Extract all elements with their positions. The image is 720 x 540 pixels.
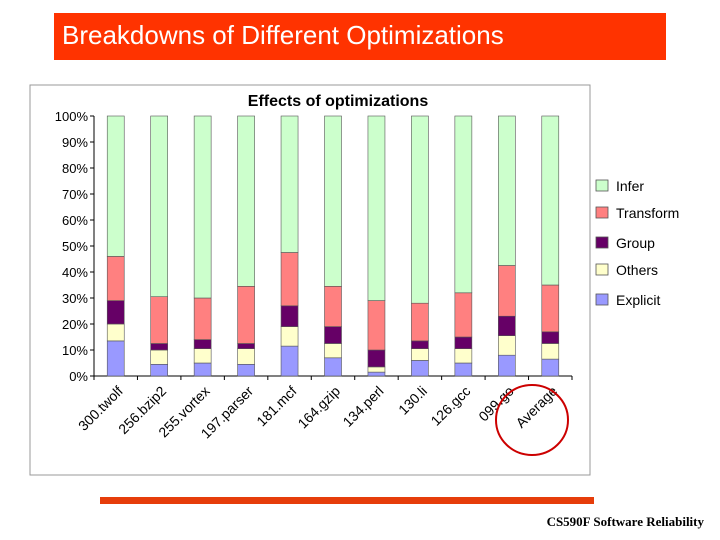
bar-segment-others (324, 343, 342, 359)
x-category-label: 130.li (395, 383, 430, 418)
bar-segment-explicit (454, 362, 473, 377)
bar-segment-infer (106, 115, 125, 257)
bar-segment-explicit (280, 345, 299, 377)
bar-segment-group (454, 336, 473, 349)
x-category-label: Average (512, 383, 560, 431)
bar-segment-explicit (498, 354, 516, 377)
footer-divider (100, 497, 594, 504)
bar-segment-group (280, 305, 299, 327)
bar-segment-infer (280, 115, 299, 253)
highlight-circle (495, 384, 569, 456)
bar-segment-transform (237, 285, 255, 344)
bar-segment-transform (324, 285, 342, 327)
bar-segment-transform (541, 284, 560, 333)
bar-segment-others (150, 349, 168, 365)
bar-segment-infer (237, 115, 255, 287)
bar-segment-others (454, 348, 473, 364)
bar-segment-infer (454, 115, 473, 294)
y-tick-label: 20% (62, 317, 88, 332)
bar-segment-explicit (237, 363, 255, 377)
legend-swatch-others (595, 263, 609, 276)
legend-swatch-group (595, 236, 609, 249)
x-category-label: 164.gzip (294, 383, 343, 432)
legend: Infer Transform Group Others Explicit (595, 178, 679, 308)
bar-segment-transform (411, 302, 429, 342)
bar-segment-transform (106, 256, 125, 301)
y-tick-label: 10% (62, 343, 88, 358)
bar-segment-group (324, 326, 342, 344)
y-tick-label: 100% (55, 109, 89, 124)
bar-segment-others (193, 348, 212, 364)
x-axis-labels: 300.twolf256.bzip2255.vortex197.parser18… (75, 383, 561, 442)
bar-segment-others (280, 326, 299, 347)
legend-label-others: Others (616, 262, 658, 278)
bar-segment-transform (367, 300, 386, 351)
bar-segment-transform (454, 292, 473, 338)
bar-segment-others (541, 343, 560, 360)
bar-segment-group (541, 331, 560, 344)
y-axis: 0% 10% 20% 30% 40% 50% 60% 70% 80% 90% 100% (55, 109, 573, 384)
slide-title: Breakdowns of Different Optimizations (62, 20, 504, 50)
bar-segment-group (150, 343, 168, 351)
bar-segment-explicit (367, 371, 386, 377)
bar-segment-infer (324, 115, 342, 287)
bar-segment-transform (280, 252, 299, 307)
legend-label-transform: Transform (616, 205, 679, 221)
bar-segment-others (106, 323, 125, 342)
y-tick-label: 50% (62, 239, 88, 254)
bar-segment-infer (498, 115, 516, 266)
bar-segment-group (237, 343, 255, 349)
y-tick-label: 80% (62, 161, 88, 176)
legend-label-infer: Infer (616, 178, 644, 194)
bar-segment-transform (193, 297, 212, 340)
legend-swatch-infer (595, 179, 609, 192)
bar-segment-explicit (106, 340, 125, 377)
bar-segment-transform (498, 265, 516, 317)
bar-segment-infer (411, 115, 429, 304)
bars (106, 115, 560, 377)
y-tick-label: 40% (62, 265, 88, 280)
chart-title: Effects of optimizations (248, 93, 429, 110)
legend-label-explicit: Explicit (616, 292, 660, 308)
bar-segment-infer (367, 115, 386, 301)
legend-swatch-explicit (595, 293, 609, 306)
x-category-label: 126.gcc (427, 383, 473, 429)
x-category-label: 181.mcf (253, 383, 300, 430)
y-tick-label: 90% (62, 135, 88, 150)
y-tick-label: 0% (69, 369, 88, 384)
bar-segment-explicit (324, 357, 342, 377)
slide-title-bar: Breakdowns of Different Optimizations (54, 13, 666, 60)
bar-segment-explicit (193, 362, 212, 377)
bar-segment-explicit (150, 363, 168, 377)
bar-segment-group (106, 300, 125, 325)
bar-segment-group (498, 315, 516, 337)
chart-frame (29, 84, 591, 476)
bar-segment-others (237, 348, 255, 365)
bar-segment-others (411, 348, 429, 361)
bar-segment-group (193, 339, 212, 350)
bar-segment-infer (541, 115, 560, 286)
bar-segment-explicit (411, 360, 429, 377)
bar-segment-others (367, 366, 386, 373)
y-tick-label: 70% (62, 187, 88, 202)
y-tick-label: 60% (62, 213, 88, 228)
bar-segment-others (498, 335, 516, 356)
x-category-label: 134.perl (339, 383, 386, 430)
bar-segment-infer (193, 115, 212, 299)
legend-swatch-transform (595, 206, 609, 219)
bar-segment-infer (150, 115, 168, 297)
legend-label-group: Group (616, 235, 655, 251)
bar-segment-explicit (541, 358, 560, 377)
y-tick-label: 30% (62, 291, 88, 306)
bar-segment-group (367, 349, 386, 368)
footer-course-label: CS590F Software Reliability (546, 514, 704, 529)
bar-segment-transform (150, 296, 168, 344)
bar-segment-group (411, 340, 429, 349)
